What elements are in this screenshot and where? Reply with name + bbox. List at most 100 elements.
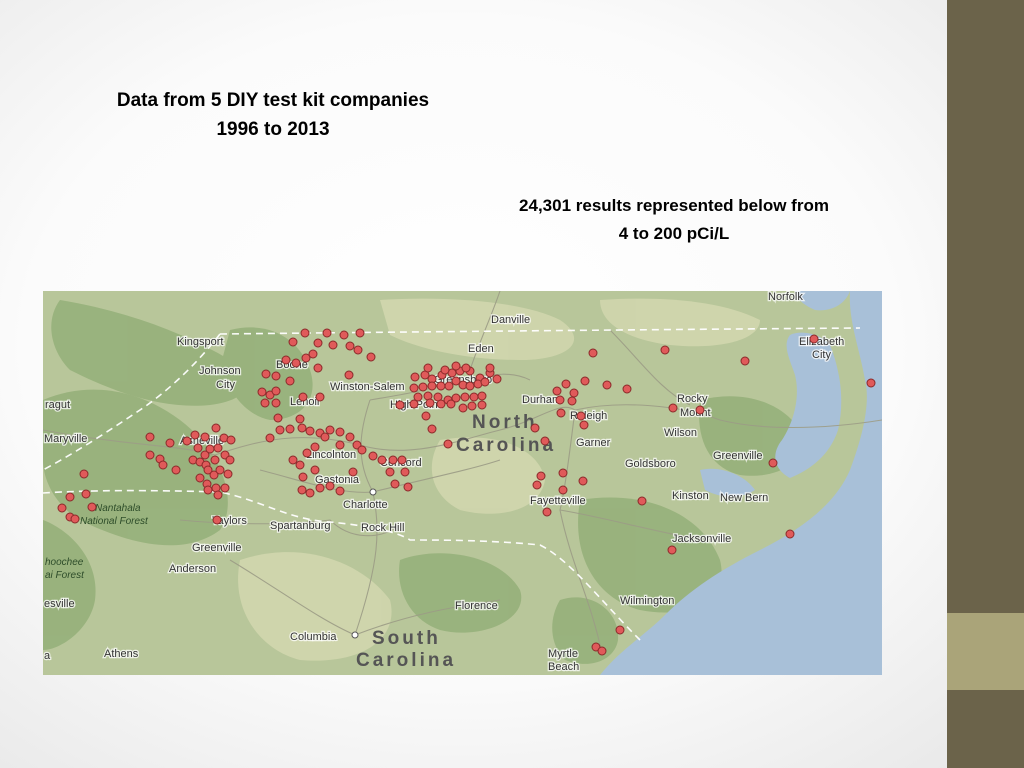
- result-marker[interactable]: [302, 448, 312, 458]
- result-marker[interactable]: [440, 365, 450, 375]
- result-marker[interactable]: [182, 436, 192, 446]
- result-marker[interactable]: [532, 480, 542, 490]
- result-marker[interactable]: [451, 361, 461, 371]
- result-marker[interactable]: [425, 398, 435, 408]
- result-marker[interactable]: [569, 388, 579, 398]
- result-marker[interactable]: [209, 470, 219, 480]
- result-marker[interactable]: [345, 432, 355, 442]
- result-marker[interactable]: [212, 515, 222, 525]
- result-marker[interactable]: [637, 496, 647, 506]
- result-marker[interactable]: [339, 330, 349, 340]
- result-marker[interactable]: [418, 382, 428, 392]
- result-marker[interactable]: [602, 380, 612, 390]
- result-marker[interactable]: [480, 377, 490, 387]
- result-marker[interactable]: [461, 363, 471, 373]
- result-marker[interactable]: [225, 455, 235, 465]
- result-marker[interactable]: [397, 455, 407, 465]
- result-marker[interactable]: [257, 387, 267, 397]
- result-marker[interactable]: [220, 483, 230, 493]
- result-marker[interactable]: [485, 363, 495, 373]
- result-marker[interactable]: [271, 371, 281, 381]
- result-marker[interactable]: [660, 345, 670, 355]
- result-marker[interactable]: [215, 465, 225, 475]
- result-marker[interactable]: [368, 451, 378, 461]
- result-marker[interactable]: [588, 348, 598, 358]
- result-marker[interactable]: [200, 450, 210, 460]
- result-marker[interactable]: [809, 334, 819, 344]
- result-marker[interactable]: [325, 481, 335, 491]
- result-marker[interactable]: [335, 427, 345, 437]
- result-marker[interactable]: [295, 414, 305, 424]
- result-marker[interactable]: [310, 465, 320, 475]
- result-marker[interactable]: [300, 328, 310, 338]
- result-marker[interactable]: [385, 467, 395, 477]
- result-marker[interactable]: [427, 424, 437, 434]
- result-marker[interactable]: [205, 444, 215, 454]
- result-marker[interactable]: [315, 483, 325, 493]
- result-marker[interactable]: [477, 391, 487, 401]
- result-marker[interactable]: [460, 392, 470, 402]
- result-marker[interactable]: [400, 467, 410, 477]
- result-marker[interactable]: [301, 353, 311, 363]
- result-marker[interactable]: [165, 438, 175, 448]
- result-marker[interactable]: [193, 443, 203, 453]
- result-marker[interactable]: [325, 425, 335, 435]
- result-marker[interactable]: [305, 426, 315, 436]
- result-marker[interactable]: [740, 356, 750, 366]
- result-marker[interactable]: [579, 420, 589, 430]
- result-marker[interactable]: [285, 376, 295, 386]
- result-marker[interactable]: [281, 355, 291, 365]
- result-marker[interactable]: [451, 393, 461, 403]
- result-marker[interactable]: [285, 424, 295, 434]
- result-marker[interactable]: [273, 413, 283, 423]
- result-marker[interactable]: [320, 432, 330, 442]
- result-marker[interactable]: [203, 465, 213, 475]
- result-marker[interactable]: [79, 469, 89, 479]
- result-marker[interactable]: [451, 376, 461, 386]
- result-marker[interactable]: [866, 378, 876, 388]
- result-marker[interactable]: [622, 384, 632, 394]
- result-marker[interactable]: [542, 507, 552, 517]
- result-marker[interactable]: [467, 401, 477, 411]
- result-marker[interactable]: [436, 399, 446, 409]
- result-marker[interactable]: [271, 386, 281, 396]
- result-marker[interactable]: [288, 455, 298, 465]
- result-marker[interactable]: [409, 399, 419, 409]
- result-marker[interactable]: [597, 646, 607, 656]
- result-marker[interactable]: [308, 349, 318, 359]
- result-marker[interactable]: [298, 472, 308, 482]
- result-marker[interactable]: [335, 440, 345, 450]
- result-marker[interactable]: [70, 514, 80, 524]
- result-marker[interactable]: [203, 485, 213, 495]
- result-marker[interactable]: [556, 408, 566, 418]
- result-marker[interactable]: [567, 396, 577, 406]
- result-marker[interactable]: [443, 439, 453, 449]
- result-marker[interactable]: [298, 392, 308, 402]
- result-marker[interactable]: [297, 485, 307, 495]
- result-marker[interactable]: [211, 423, 221, 433]
- result-marker[interactable]: [413, 392, 423, 402]
- result-marker[interactable]: [540, 436, 550, 446]
- result-marker[interactable]: [305, 488, 315, 498]
- result-marker[interactable]: [288, 337, 298, 347]
- result-marker[interactable]: [310, 442, 320, 452]
- result-marker[interactable]: [275, 425, 285, 435]
- result-marker[interactable]: [315, 392, 325, 402]
- result-marker[interactable]: [578, 476, 588, 486]
- result-marker[interactable]: [213, 443, 223, 453]
- result-marker[interactable]: [313, 363, 323, 373]
- result-marker[interactable]: [667, 545, 677, 555]
- result-marker[interactable]: [260, 398, 270, 408]
- result-marker[interactable]: [558, 485, 568, 495]
- result-marker[interactable]: [561, 379, 571, 389]
- result-marker[interactable]: [469, 392, 479, 402]
- result-marker[interactable]: [492, 374, 502, 384]
- result-marker[interactable]: [395, 400, 405, 410]
- result-marker[interactable]: [403, 482, 413, 492]
- result-marker[interactable]: [297, 423, 307, 433]
- result-marker[interactable]: [353, 345, 363, 355]
- result-marker[interactable]: [695, 405, 705, 415]
- result-marker[interactable]: [226, 435, 236, 445]
- result-marker[interactable]: [65, 492, 75, 502]
- result-marker[interactable]: [335, 486, 345, 496]
